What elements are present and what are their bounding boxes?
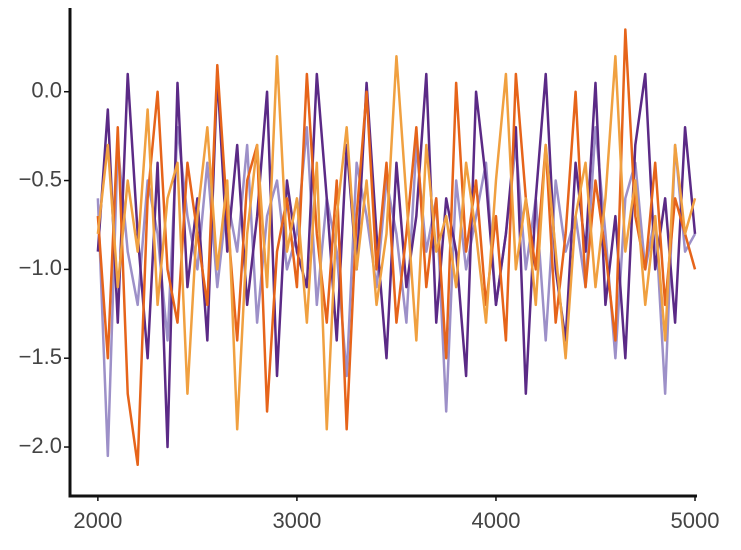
trace-line: [96, 126, 697, 458]
x-tick-label: 5000: [671, 508, 720, 533]
y-tick-label: −0.5: [19, 166, 62, 191]
x-tick-label: 2000: [73, 508, 122, 533]
y-tick-label: −1.5: [19, 344, 62, 369]
y-tick-label: −2.0: [19, 433, 62, 458]
x-tick-label: 3000: [272, 508, 321, 533]
y-tick-label: −1.0: [19, 255, 62, 280]
trace-line: [96, 72, 697, 449]
x-tick-label: 4000: [471, 508, 520, 533]
y-tick-label: 0.0: [31, 78, 62, 103]
trace-line: [96, 28, 697, 467]
plot-area: [96, 28, 697, 467]
trace-line: [96, 54, 697, 431]
